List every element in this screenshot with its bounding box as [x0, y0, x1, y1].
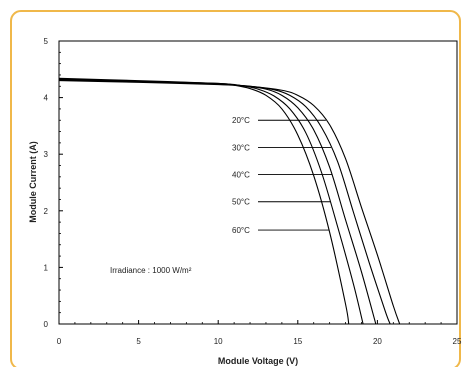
x-tick-label: 20 [373, 337, 382, 346]
irradiance-annotation: Irradiance : 1000 W/m² [110, 266, 192, 275]
series-label: 20°C [232, 116, 250, 125]
x-axis-label: Module Voltage (V) [218, 356, 298, 366]
series-label: 40°C [232, 171, 250, 180]
x-tick-label: 0 [57, 337, 62, 346]
plot-area [58, 40, 458, 325]
x-axis-ticks: 0 5 10 15 20 25 [57, 320, 462, 346]
chart-frame [10, 10, 461, 370]
series-label: 30°C [232, 143, 250, 152]
series-label: 60°C [232, 226, 250, 235]
x-tick-label: 10 [214, 337, 223, 346]
iv-curve-60c [58, 77, 350, 325]
y-tick-label: 5 [44, 37, 49, 46]
y-tick-label: 0 [44, 320, 49, 329]
iv-curve-20c [58, 80, 401, 325]
y-tick-label: 1 [44, 263, 49, 272]
y-tick-label: 3 [44, 150, 49, 159]
series-label: 50°C [232, 198, 250, 207]
y-axis-ticks: 0 1 2 3 4 5 [44, 37, 63, 329]
y-tick-label: 2 [44, 207, 49, 216]
y-tick-label: 4 [44, 94, 49, 103]
curves-group [58, 77, 401, 325]
x-tick-label: 15 [293, 337, 302, 346]
series-labels: 20°C 30°C 40°C 50°C 60°C [232, 116, 332, 235]
x-tick-label: 25 [453, 337, 462, 346]
y-axis-label: Module Current (A) [28, 141, 38, 223]
x-tick-label: 5 [136, 337, 141, 346]
